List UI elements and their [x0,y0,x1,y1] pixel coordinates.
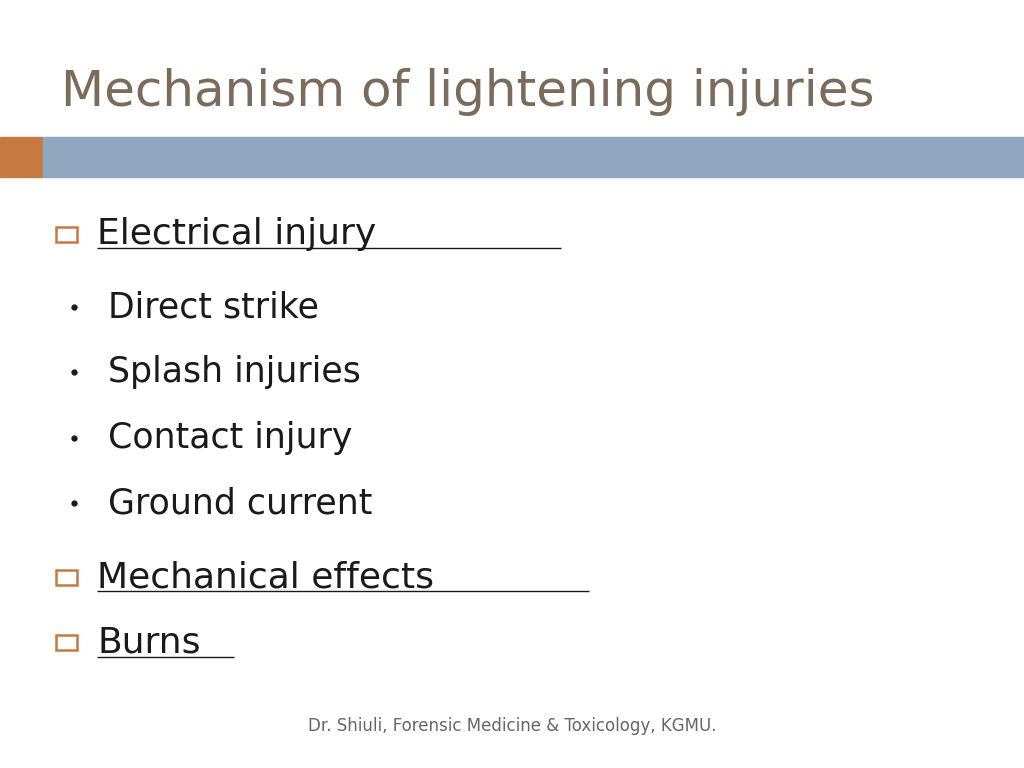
Bar [56,635,77,650]
Text: Mechanical effects: Mechanical effects [97,561,434,594]
Text: Electrical injury: Electrical injury [97,217,377,251]
Text: Splash injuries: Splash injuries [108,356,360,389]
Text: Contact injury: Contact injury [108,421,352,455]
Text: Direct strike: Direct strike [108,290,318,324]
Bar [43,137,1024,177]
Bar [0,137,43,177]
Text: Mechanism of lightening injuries: Mechanism of lightening injuries [61,68,876,116]
Text: Ground current: Ground current [108,486,372,520]
Text: Dr. Shiuli, Forensic Medicine & Toxicology, KGMU.: Dr. Shiuli, Forensic Medicine & Toxicolo… [308,717,716,735]
Text: Burns: Burns [97,626,201,660]
Bar [56,227,77,242]
Bar [56,570,77,585]
